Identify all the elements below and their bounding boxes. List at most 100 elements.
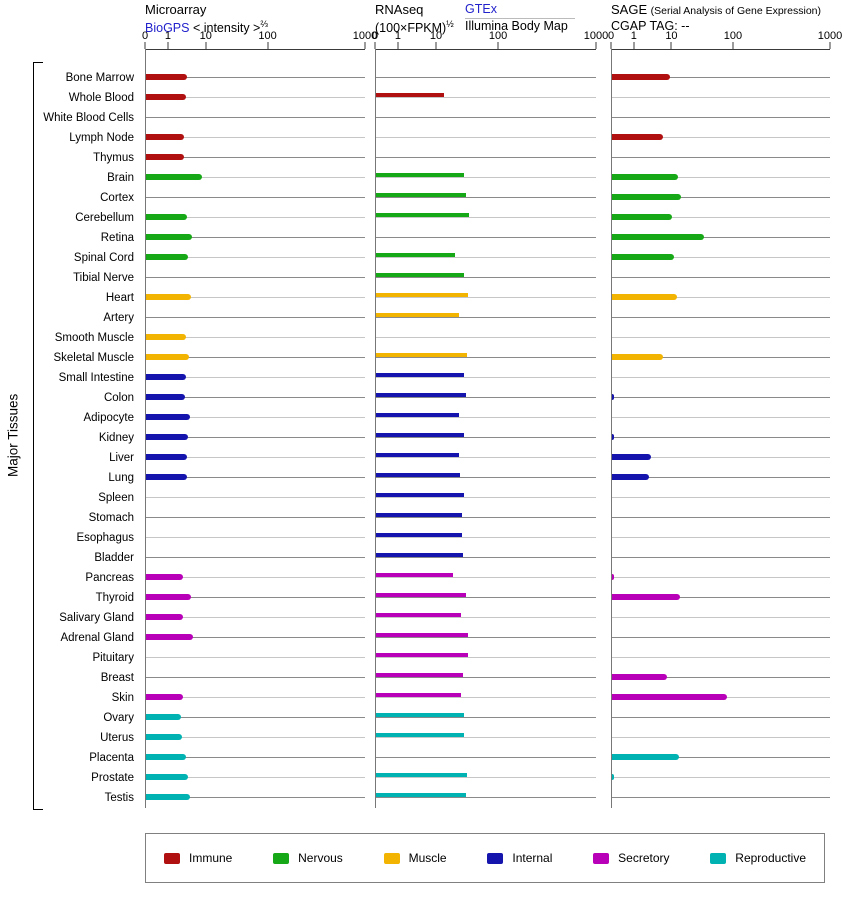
tissue-row [376,248,596,268]
expression-bar [612,594,681,600]
row-baseline [376,257,596,258]
category-legend: Immune Nervous Muscle Internal Secretory Repr… [145,833,825,883]
tissue-row [376,728,596,748]
row-baseline [376,417,596,418]
tissue-row [376,588,596,608]
tissue-label: Whole Blood [68,92,134,104]
tissue-row [146,228,365,248]
rnaseq-axis: 0 1 10 100 1000 [372,30,608,50]
expression-bar [146,234,192,240]
row-baseline [376,277,596,278]
axis-tick-mark [497,42,499,49]
legend-swatch-muscle [383,852,400,864]
tissue-row [146,668,365,688]
row-baseline [376,737,596,738]
tissue-row [612,508,830,528]
row-baseline [612,177,830,178]
expression-bar [612,694,727,700]
tissue-label: Artery [103,312,134,324]
row-baseline [612,157,830,158]
tissue-row [376,508,596,528]
row-baseline [146,77,365,78]
tissue-row [612,388,830,408]
tissue-row [376,468,596,488]
expression-bar [376,93,445,97]
tissue-row [146,68,365,88]
row-baseline [612,797,830,798]
tissue-row [146,508,365,528]
tissue-row [376,608,596,628]
row-baseline [612,677,830,678]
expression-bar [376,453,459,457]
expression-bar [376,713,464,717]
tissue-row [376,208,596,228]
row-baseline [612,457,830,458]
tissue-row [376,568,596,588]
axis-tick-label: 100 [723,30,743,42]
tissue-row [146,328,365,348]
row-baseline [146,197,365,198]
row-baseline [376,537,596,538]
tissue-label: Tibial Nerve [73,272,134,284]
expression-bar [146,394,186,400]
rnaseq-title: RNAseq [375,2,424,17]
tissue-row [376,128,596,148]
row-baseline [376,557,596,558]
row-baseline [146,777,365,778]
row-baseline [376,97,596,98]
tissue-row [612,548,830,568]
expression-bar [612,454,652,460]
tissue-row [376,328,596,348]
axis-tick-label: 1000 [583,30,609,42]
row-baseline [376,137,596,138]
expression-bar [376,733,465,737]
tissue-row [376,708,596,728]
tissue-label: Spleen [98,492,134,504]
tissue-label: Breast [100,672,134,684]
row-baseline [376,597,596,598]
expression-bar [146,134,184,140]
row-baseline [146,337,365,338]
row-baseline [146,317,365,318]
row-baseline [612,337,830,338]
tissue-row [612,68,830,88]
expression-bar [146,214,188,220]
tissue-label-column: Bone Marrow Whole Blood White Blood Cells L… [0,49,140,808]
tissue-row [146,688,365,708]
microarray-title: Microarray [145,2,207,17]
expression-bar [376,393,466,397]
expression-bar [146,74,187,80]
row-baseline [376,517,596,518]
tissue-label: Placenta [89,752,134,764]
row-baseline [376,197,596,198]
row-baseline [376,657,596,658]
biogps-link[interactable]: BioGPS [145,21,190,36]
tissue-row [376,88,596,108]
expression-bar [376,253,456,257]
expression-bar [376,273,465,277]
tissue-row [376,688,596,708]
expression-bar [376,353,467,357]
legend-label: Secretory [618,851,670,865]
row-baseline [612,357,830,358]
tissue-row [612,288,830,308]
tissue-row [146,708,365,728]
legend-item: Immune [164,851,232,865]
legend-item: Nervous [273,851,343,865]
gtex-link[interactable]: GTEx [465,2,497,16]
tissue-row [612,108,830,128]
row-baseline [146,397,365,398]
rnaseq-source-header: GTEx Illumina Body Map [465,2,575,34]
tissue-row [376,668,596,688]
tissue-row [376,488,596,508]
expression-bar [612,174,679,180]
row-baseline [612,437,830,438]
tissue-row [146,368,365,388]
tissue-label: Testis [104,792,134,804]
expression-bar [376,673,463,677]
tissue-label: Kidney [98,432,134,444]
row-baseline [376,177,596,178]
tissue-row [612,128,830,148]
tissue-row [612,88,830,108]
tissue-row [612,708,830,728]
